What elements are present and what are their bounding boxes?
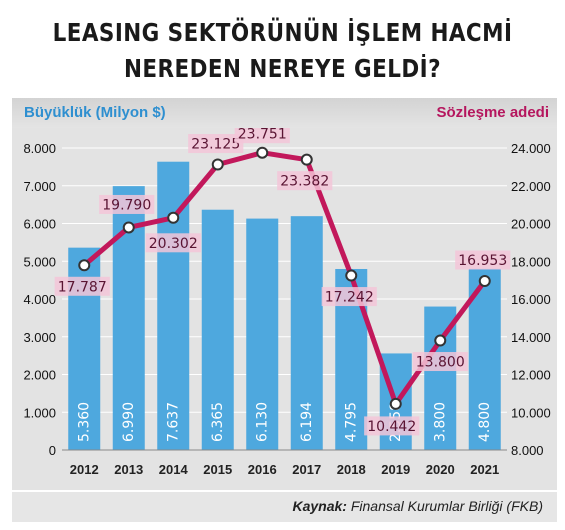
right-tick-label: 12.000 (511, 368, 551, 383)
left-tick-label: 2.000 (23, 368, 56, 383)
right-axis-label: Sözleşme adedi (436, 104, 549, 121)
bar-value-label: 5.360 (76, 402, 92, 442)
x-tick-label: 2018 (337, 462, 366, 477)
right-tick-label: 10.000 (511, 405, 551, 420)
line-value-label-bg (54, 276, 110, 296)
bar (157, 161, 190, 450)
right-tick-label: 14.000 (511, 330, 551, 345)
left-tick-label: 3.000 (23, 330, 56, 345)
line-value-label-bg (234, 128, 290, 144)
axis-label-band (12, 98, 557, 128)
line-value-label-bg (188, 134, 244, 154)
line-value-label-bg (145, 233, 201, 253)
dual-axis-chart: 0 1.000 2.000 3.000 4.000 5.000 6.000 7.000 8.00… (23, 128, 551, 477)
line-point (478, 275, 491, 288)
source-band (12, 492, 557, 522)
line-value-label: 19.790 (102, 197, 151, 213)
line-value-label: 23.751 (238, 128, 287, 143)
left-tick-label: 6.000 (23, 217, 56, 232)
source-label: Kaynak: (292, 498, 347, 514)
x-tick-label: 2017 (292, 462, 321, 477)
line-point (167, 211, 180, 224)
right-tick-label: 24.000 (511, 141, 551, 156)
bar-value-label: 4.800 (477, 402, 493, 442)
chart-title-line-2: NEREDEN NEREYE GELDİ? (124, 54, 441, 83)
line-value-label: 20.302 (149, 236, 198, 252)
chart-title-line-1: LEASING SEKTÖRÜNÜN İŞLEM HACMİ (52, 18, 513, 47)
line-value-label: 23.125 (191, 137, 240, 153)
line-point (345, 269, 358, 282)
right-tick-label: 22.000 (511, 179, 551, 194)
x-tick-label: 2019 (381, 462, 410, 477)
bar (424, 306, 457, 450)
line-point (434, 334, 447, 347)
left-tick-label: 4.000 (23, 292, 56, 307)
line-series (82, 150, 487, 407)
line-point (389, 397, 402, 410)
line-value-label: 10.442 (367, 419, 416, 435)
line-point (256, 146, 269, 159)
line-value-label-bg (321, 287, 377, 307)
line-point (211, 158, 224, 171)
x-tick-label: 2014 (159, 462, 189, 477)
left-tick-label: 1.000 (23, 405, 56, 420)
x-tick-label: 2020 (426, 462, 455, 477)
line-value-label: 16.953 (458, 253, 507, 269)
x-tick-label: 2016 (248, 462, 277, 477)
chart-panel: 0 1.000 2.000 3.000 4.000 5.000 6.000 7.000 8.00… (12, 128, 557, 490)
line-value-label: 13.800 (416, 355, 465, 371)
right-tick-label: 8.000 (511, 443, 544, 458)
left-tick-label: 8.000 (23, 141, 56, 156)
x-tick-label: 2015 (203, 462, 232, 477)
bar (290, 216, 323, 450)
right-tick-label: 20.000 (511, 217, 551, 232)
line-value-label-bg (455, 250, 511, 270)
left-tick-label: 0 (49, 443, 56, 458)
bar-value-label: 7.637 (165, 402, 181, 442)
source-text: Finansal Kurumlar Birliği (FKB) (350, 498, 543, 514)
line-value-label: 23.382 (280, 174, 329, 190)
bar-value-label: 6.194 (299, 402, 315, 442)
bar-value-label: 6.365 (210, 402, 226, 442)
right-tick-label: 18.000 (511, 254, 551, 269)
bar-value-label: 4.795 (343, 402, 359, 442)
left-tick-label: 7.000 (23, 179, 56, 194)
line-value-label: 17.242 (325, 290, 374, 306)
line-value-label: 17.787 (58, 279, 107, 295)
source-note: Kaynak: Finansal Kurumlar Birliği (FKB) (292, 498, 543, 514)
line-point (78, 259, 91, 272)
bar-value-label: 6.130 (254, 402, 270, 442)
line-point (122, 221, 135, 234)
line-value-label-bg (99, 194, 155, 214)
x-tick-label: 2021 (470, 462, 499, 477)
right-tick-label: 16.000 (511, 292, 551, 307)
line-value-label-bg (364, 416, 420, 436)
x-tick-label: 2012 (70, 462, 99, 477)
bar (201, 209, 234, 450)
line-value-label-bg (277, 171, 333, 191)
x-tick-label: 2013 (114, 462, 143, 477)
bar-value-label: 3.800 (432, 402, 448, 442)
bar (246, 218, 279, 450)
left-axis-label: Büyüklük (Milyon $) (24, 104, 166, 121)
line-value-label-bg (412, 352, 468, 372)
line-point (300, 153, 313, 166)
bar-value-label: 6.990 (121, 402, 137, 442)
left-tick-label: 5.000 (23, 254, 56, 269)
